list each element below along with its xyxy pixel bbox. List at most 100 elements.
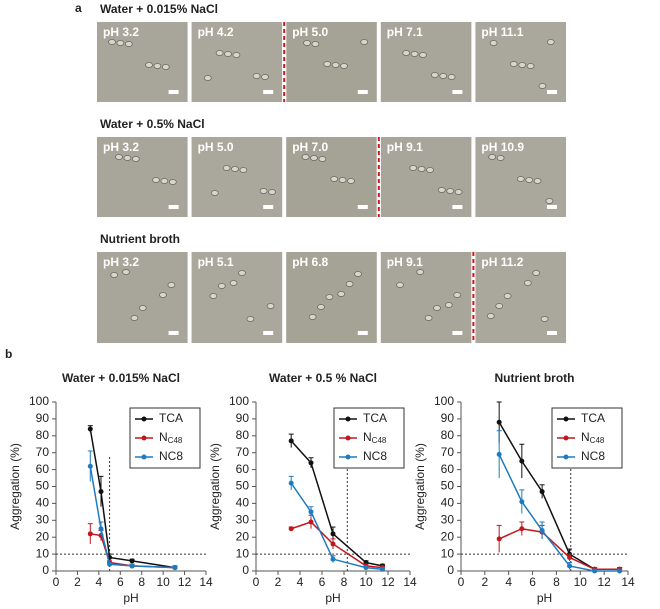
data-point — [330, 556, 336, 562]
cell — [525, 177, 534, 183]
x-tick-label: 8 — [553, 575, 560, 589]
cell — [161, 64, 170, 70]
y-tick-label: 60 — [36, 462, 50, 476]
micrograph — [475, 252, 566, 343]
ph-label: pH 5.0 — [292, 25, 328, 39]
cell — [545, 198, 554, 204]
cell — [108, 39, 116, 45]
x-tick-label: 14 — [403, 575, 417, 589]
ph-label: pH 6.8 — [292, 255, 328, 269]
cell — [229, 280, 238, 286]
cell — [402, 50, 411, 56]
ph-label: pH 5.0 — [198, 140, 234, 154]
cell — [526, 63, 535, 69]
cell — [301, 154, 310, 160]
data-point — [87, 426, 93, 432]
cell — [496, 155, 505, 161]
scale-bar — [168, 205, 179, 209]
data-point — [496, 451, 502, 457]
ph-label: pH 4.2 — [198, 25, 234, 39]
y-axis-label: Aggregation (%) — [413, 443, 427, 530]
cell — [168, 179, 177, 185]
cell — [444, 302, 453, 308]
y-tick-label: 100 — [229, 394, 249, 408]
cell — [439, 73, 448, 79]
y-tick-label: 20 — [441, 529, 455, 543]
x-tick-label: 10 — [156, 575, 170, 589]
y-tick-label: 0 — [42, 563, 49, 577]
x-tick-label: 14 — [199, 575, 213, 589]
data-point — [496, 419, 502, 425]
ph-label: pH 9.1 — [387, 140, 423, 154]
data-point — [539, 527, 545, 533]
cell — [159, 292, 167, 298]
cell — [453, 292, 462, 298]
cell — [203, 75, 212, 81]
ph-label: pH 10.9 — [481, 140, 524, 154]
cell — [122, 269, 130, 275]
data-point — [567, 563, 573, 569]
y-tick-label: 30 — [236, 512, 250, 526]
y-tick-label: 50 — [441, 479, 455, 493]
data-point — [380, 566, 385, 572]
y-tick-label: 90 — [236, 411, 250, 425]
cell — [430, 72, 439, 78]
cell — [354, 271, 362, 277]
x-tick-label: 4 — [96, 575, 103, 589]
cell — [209, 293, 218, 299]
scale-bar — [547, 205, 557, 209]
x-tick-label: 2 — [482, 575, 489, 589]
data-point — [288, 526, 294, 532]
x-tick-label: 10 — [574, 575, 588, 589]
cell — [338, 177, 347, 183]
cell — [454, 189, 463, 195]
x-tick-label: 6 — [117, 575, 124, 589]
scale-bar — [452, 205, 463, 209]
legend-marker — [563, 435, 569, 441]
y-tick-label: 100 — [29, 394, 49, 408]
scale-bar — [357, 331, 368, 335]
legend-marker — [563, 416, 569, 422]
micrograph — [380, 137, 472, 217]
cell — [532, 270, 541, 276]
y-tick-label: 0 — [447, 563, 454, 577]
y-tick-label: 50 — [236, 479, 250, 493]
cell — [337, 291, 346, 297]
data-point — [330, 531, 336, 537]
data-point — [539, 489, 545, 495]
cell — [160, 178, 169, 184]
cell — [123, 155, 132, 161]
y-tick-label: 60 — [441, 462, 455, 476]
cell — [416, 269, 425, 275]
data-point — [87, 463, 93, 469]
y-tick-label: 10 — [36, 546, 50, 560]
data-point — [519, 526, 525, 532]
cell — [503, 293, 512, 299]
legend-marker — [563, 454, 569, 460]
cell — [261, 74, 269, 80]
data-point — [288, 438, 294, 444]
data-point — [567, 554, 573, 560]
y-tick-label: 100 — [434, 394, 454, 408]
cell — [110, 272, 119, 278]
chart-title: Nutrient broth — [495, 371, 575, 385]
series-line — [498, 454, 620, 572]
data-point — [129, 558, 135, 564]
micrograph — [97, 22, 188, 102]
micrograph — [97, 252, 188, 343]
legend-marker — [345, 416, 351, 422]
cell — [347, 178, 355, 184]
scale-bar — [452, 90, 463, 94]
chart-title: Water + 0.015% NaCl — [62, 371, 180, 385]
legend-marker — [345, 454, 351, 460]
cell — [153, 63, 162, 69]
cell — [523, 280, 532, 286]
data-point — [519, 458, 525, 464]
data-point — [98, 489, 104, 495]
cell — [152, 177, 160, 183]
cell — [345, 281, 354, 287]
cell — [266, 303, 275, 309]
legend-label: TCA — [159, 411, 183, 425]
cell — [426, 167, 434, 173]
data-point — [496, 536, 502, 542]
